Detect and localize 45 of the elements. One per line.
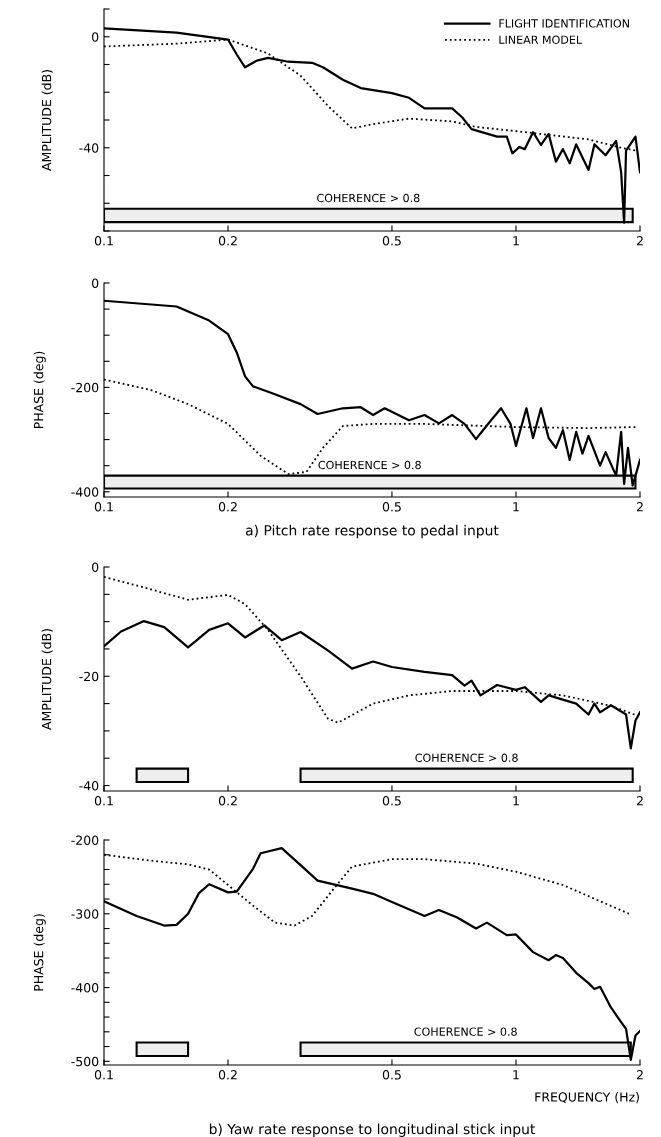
y-tick-label: 0	[92, 278, 99, 288]
x-axis-title: FREQUENCY (Hz)	[535, 1092, 639, 1104]
y-tick-label: -20	[79, 671, 99, 682]
y-tick-label: -400	[71, 983, 99, 993]
band-label: COHERENCE > 0.8	[414, 1027, 517, 1036]
x-tick-label: 0.5	[382, 236, 401, 246]
x-tick-label: 1	[513, 1070, 519, 1080]
y-tick-label: 0	[92, 32, 99, 42]
x-tick-label: 2	[636, 236, 643, 246]
y-tick-label: 0	[92, 562, 99, 572]
band-label: COHERENCE > 0.8	[415, 753, 518, 762]
y-tick-label: -300	[71, 909, 99, 919]
x-tick-label: 0.2	[218, 796, 237, 806]
x-tick-label: 1	[513, 236, 519, 246]
x-tick-label: 0.5	[382, 796, 401, 806]
y-tick-label: -400	[71, 487, 99, 497]
x-tick-label: 0.1	[94, 502, 113, 512]
x-tick-label: 2	[636, 796, 643, 806]
text: a) Pitch rate response to pedal input	[245, 524, 499, 539]
x-tick-label: 0.1	[94, 796, 113, 806]
band-label: COHERENCE > 0.8	[317, 193, 420, 203]
x-tick-label: 0.1	[94, 1070, 113, 1080]
y-tick-label: -40	[79, 781, 99, 791]
y-axis-title: AMPLITUDE (dB)	[41, 70, 53, 171]
legend-label: FLIGHT IDENTIFICATION	[499, 19, 629, 28]
x-tick-label: 0.1	[94, 236, 113, 246]
y-tick-label: -200	[71, 835, 99, 845]
band-label: COHERENCE > 0.8	[318, 460, 421, 470]
x-tick-label: 0.5	[382, 502, 401, 512]
x-tick-label: 0.2	[218, 236, 237, 246]
legend-label: LINEAR MODEL	[499, 35, 583, 44]
text: b) Yaw rate response to longitudinal stick input	[209, 1123, 536, 1137]
x-tick-label: 1	[513, 502, 519, 512]
x-tick-label: 1	[513, 796, 519, 806]
y-tick-label: -500	[71, 1056, 99, 1067]
x-tick-label: 2	[636, 502, 643, 512]
x-tick-label: 0.2	[218, 1070, 237, 1080]
y-tick-label: -200	[71, 382, 99, 393]
y-axis-title: PHASE (deg)	[33, 351, 46, 429]
x-tick-label: 0.5	[382, 1070, 401, 1080]
y-axis-title: AMPLITUDE (dB)	[41, 629, 53, 730]
x-tick-label: 2	[636, 1070, 643, 1080]
x-tick-label: 0.2	[218, 502, 237, 512]
y-tick-label: -40	[79, 143, 99, 153]
y-axis-title: PHASE (deg)	[33, 914, 46, 991]
